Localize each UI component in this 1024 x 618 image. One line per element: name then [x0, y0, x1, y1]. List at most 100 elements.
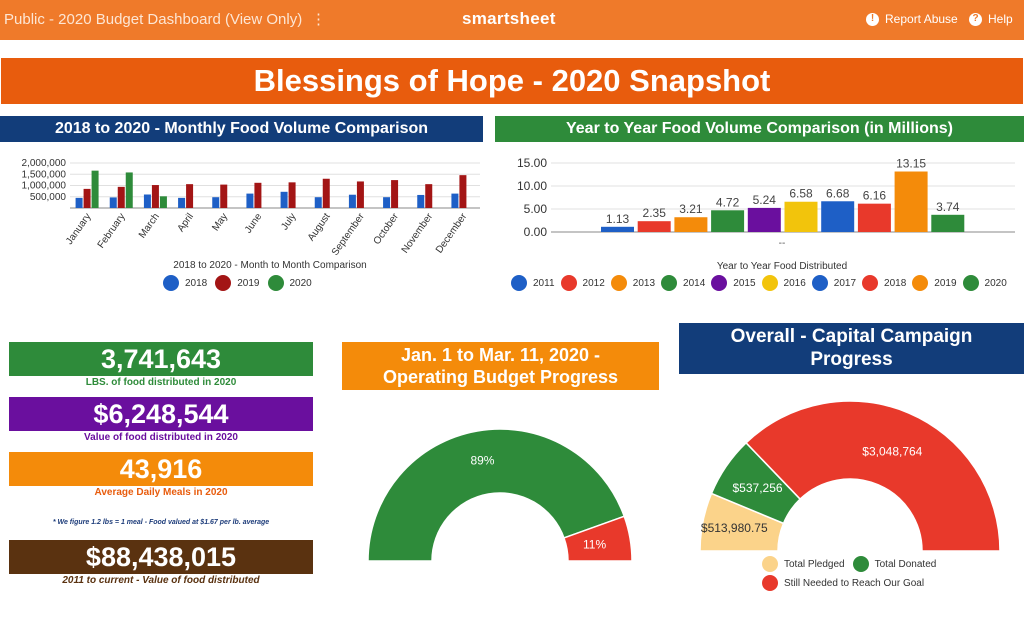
legend-label: 2013 — [632, 277, 656, 289]
legend-label: 2020 — [984, 277, 1007, 289]
bar-2018-august — [314, 197, 322, 208]
data-label: 2.35 — [643, 206, 667, 220]
report-abuse-link[interactable]: ! Report Abuse — [866, 12, 958, 26]
legend-2019: 2019 — [912, 275, 957, 291]
x-tick-label: November — [400, 211, 436, 256]
x-axis-title: 2018 to 2020 - Month to Month Comparison — [173, 260, 366, 271]
bar-2012 — [637, 221, 671, 232]
bar-2019-august — [322, 178, 330, 208]
operating-slice-label: 11% — [583, 537, 606, 551]
legend-2016: 2016 — [761, 275, 806, 291]
legend-2018: 2018 — [862, 275, 906, 291]
legend-swatch — [511, 275, 527, 291]
legend-2017: 2017 — [811, 275, 857, 291]
monthly-chart-legend: 2018 2019 2020 — [163, 275, 320, 291]
data-label: 6.58 — [789, 187, 813, 201]
legend-label: 2017 — [833, 277, 857, 289]
bar-2018-september — [348, 194, 356, 208]
data-label: 5.24 — [753, 193, 777, 207]
help-icon: ? — [969, 12, 982, 26]
legend-needed: Still Needed to Reach Our Goal — [762, 575, 924, 591]
x-tick-label: January — [64, 211, 93, 246]
food-value-caption: Value of food distributed in 2020 — [84, 432, 238, 443]
campaign-slice-2 — [745, 400, 1001, 552]
y-tick-label: 0.00 — [524, 225, 548, 239]
bar-2018-june — [246, 193, 254, 208]
bar-2018 — [857, 203, 891, 232]
brand-logo: smartsheet — [462, 9, 556, 28]
bar-2018-may — [212, 197, 220, 208]
y-tick-label: 1,000,000 — [22, 181, 67, 192]
donated-swatch — [852, 556, 869, 572]
legend-swatch — [962, 275, 979, 291]
yearly-chart-header: Year to Year Food Volume Comparison (in … — [495, 116, 1024, 142]
bar-2020-february — [125, 172, 133, 208]
bar-2018-july — [280, 191, 288, 208]
campaign-header-line2: Progress — [810, 349, 893, 370]
data-label: 3.74 — [936, 200, 960, 214]
legend-label: 2012 — [582, 277, 605, 289]
bar-2019-october — [391, 180, 399, 208]
x-tick-label: May — [210, 211, 230, 233]
x-tick-label: October — [372, 211, 402, 247]
page-title: Blessings of Hope - 2020 Snapshot — [1, 58, 1023, 104]
needed-swatch — [762, 575, 778, 591]
bar-2018-november — [417, 194, 425, 208]
more-options-icon[interactable]: ⋮ — [311, 11, 326, 28]
yearly-chart: 15.00 10.00 5.00 0.00 1.13 2.35 3.21 4.72 5.24 6.… — [517, 156, 1015, 272]
y-tick-label: 5.00 — [524, 202, 548, 216]
food-lbs-metric: 3,741,643 — [9, 342, 313, 376]
alert-icon: ! — [866, 12, 879, 26]
food-value-metric: $6,248,544 — [9, 397, 313, 431]
pledged-swatch — [762, 556, 778, 572]
legend-2014: 2014 — [661, 275, 705, 291]
legend-label: 2011 — [533, 277, 555, 289]
legend-2012: 2012 — [560, 275, 605, 291]
bar-2020 — [931, 214, 965, 232]
x-axis-title: Year to Year Food Distributed — [717, 261, 847, 272]
legend-swatch — [711, 275, 728, 291]
legend-2020: 2020 — [267, 275, 312, 291]
help-label: Help — [988, 12, 1013, 26]
bar-2019-november — [425, 184, 433, 208]
legend-label: 2016 — [783, 277, 806, 289]
bar-2019-july — [288, 182, 296, 208]
bar-2019-may — [220, 184, 228, 208]
legend-label: 2014 — [683, 277, 706, 289]
bar-2018-december — [451, 193, 459, 208]
bar-2017 — [821, 201, 855, 232]
legend-label: 2018 — [185, 277, 208, 289]
legend-swatch — [862, 275, 879, 291]
bar-2016 — [784, 201, 818, 232]
bar-2019-april — [186, 184, 194, 208]
bar-2014 — [711, 210, 745, 232]
operating-slice-label: 89% — [470, 454, 494, 468]
legend-swatch — [661, 275, 678, 291]
bar-2019-december — [459, 175, 467, 208]
legend-swatch — [811, 275, 828, 291]
x-tick-label: August — [306, 211, 333, 243]
legend-pledged: Total Pledged — [762, 556, 845, 572]
campaign-slice-label: $3,048,764 — [862, 445, 922, 459]
bar-2019-february — [117, 186, 125, 208]
daily-meals-caption: Average Daily Meals in 2020 — [94, 487, 228, 498]
x-tick-label: June — [243, 211, 265, 235]
x-tick-label: September — [330, 211, 367, 258]
legend-pledged-label: Total Pledged — [784, 558, 845, 570]
bar-2018-october — [383, 197, 391, 208]
total-value-metric: $88,438,015 — [9, 540, 313, 574]
legend-needed-label: Still Needed to Reach Our Goal — [784, 577, 925, 589]
legend-label: 2019 — [237, 277, 260, 289]
legend-label: 2020 — [289, 277, 312, 289]
legend-2019: 2019 — [215, 275, 260, 291]
legend-label: 2015 — [733, 277, 756, 289]
dashboard-title[interactable]: Public - 2020 Budget Dashboard (View Onl… — [4, 11, 303, 28]
help-link[interactable]: ? Help — [969, 12, 1013, 26]
legend-swatch — [267, 275, 284, 291]
legend-2013: 2013 — [610, 275, 656, 291]
y-tick-label: 15.00 — [517, 156, 547, 170]
x-tick-label: -- — [779, 238, 786, 249]
legend-swatch — [912, 275, 929, 291]
bar-2019 — [894, 171, 928, 232]
legend-swatch — [215, 275, 232, 291]
